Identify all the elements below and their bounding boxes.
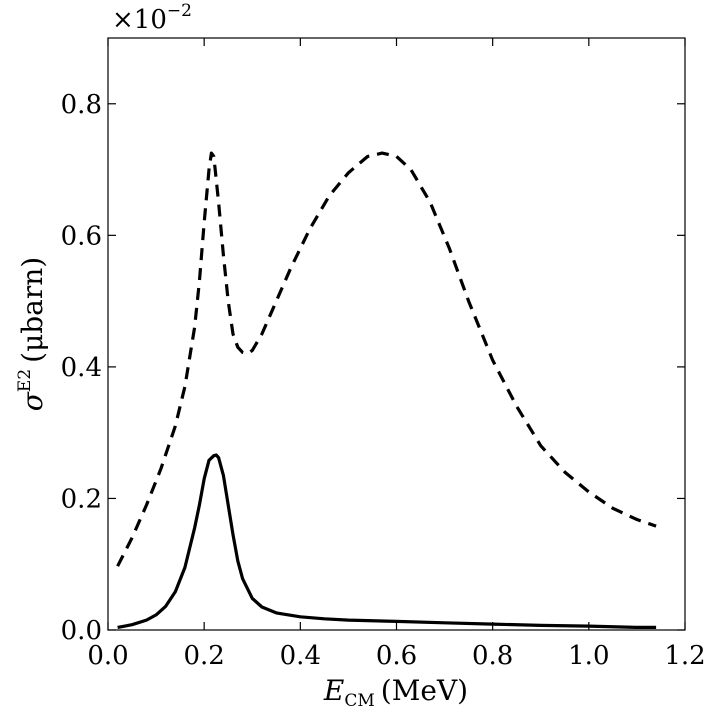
x-tick-label: 0.2 [183,641,224,671]
y-tick-label: 0.4 [61,353,102,383]
y-tick-label: 0.2 [61,484,102,514]
dashed-series-line [116,151,657,567]
series-group [116,151,657,629]
y-tick-label: 0.8 [61,90,102,120]
x-tick-label: 0.0 [87,641,128,671]
y-tick-label: 0.0 [61,616,102,646]
x-tick-label: 0.4 [280,641,321,671]
x-tick-label: 1.2 [664,641,705,671]
y-tick-label: 0.6 [61,221,102,251]
solid-series-line [117,453,657,629]
x-tick-label: 1.0 [568,641,609,671]
tick-group: 0.0 0.2 0.4 0.6 0.8 1.0 1.2 0.0 0.2 0.4 0.6 0.8 [61,38,706,671]
y-multiplier: ×10−2 [112,1,192,35]
x-tick-label: 0.6 [376,641,417,671]
y-axis-label: σE2(μbarn) [15,257,49,411]
x-tick-label: 0.8 [472,641,513,671]
x-axis-label: ECM (MeV) [323,674,468,711]
